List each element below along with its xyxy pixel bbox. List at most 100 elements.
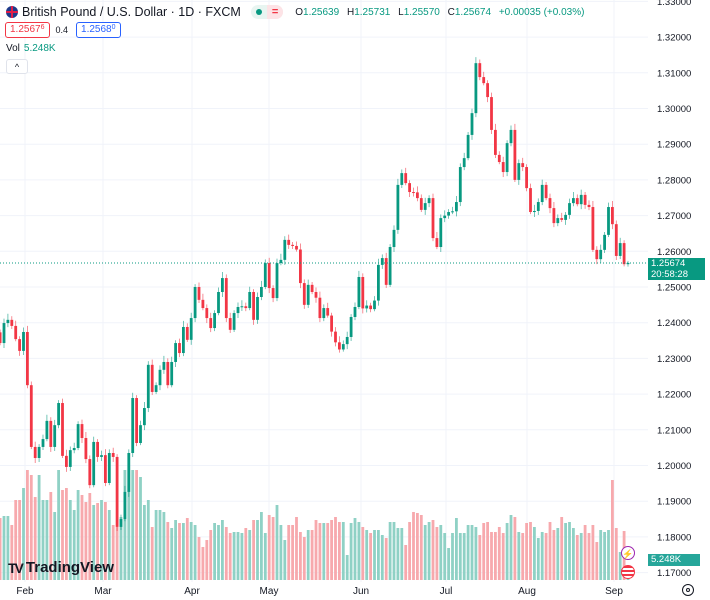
candle-body [18,339,21,351]
volume-bar [271,517,275,580]
volume-bar [162,512,166,580]
collapse-legend-button[interactable]: ^ [6,59,28,74]
candle-body [232,313,236,330]
volume-bar [587,533,591,580]
sell-button[interactable]: 1.25676 [5,22,50,38]
candle [365,300,369,313]
candle [357,270,361,310]
last-price-value: 1.25674 [651,258,686,269]
candle [587,200,591,211]
tradingview-logo[interactable]: TV TradingView [8,559,114,576]
volume-bar [256,520,259,580]
candle [579,189,583,210]
candle [466,132,470,161]
candle-body [178,343,181,354]
candle [6,313,10,328]
time-axis[interactable]: Feb Mar Apr May Jun Jul Aug Sep [16,586,623,597]
volume-bar [373,530,376,580]
candle [575,194,579,207]
candle-body [139,425,142,444]
candle-body [123,491,127,520]
volume-bar [361,527,365,580]
candle-body [552,208,556,224]
candle [65,449,68,472]
candle-body [556,218,560,224]
buy-button[interactable]: 1.25680 [76,22,121,38]
candle-body [146,364,150,409]
candle [392,225,396,253]
candle-body [244,306,248,309]
volume-bar [388,522,392,580]
time-tick-label: Jun [353,586,369,597]
gear-icon[interactable] [682,584,694,596]
volume-bar [197,537,201,580]
volume-bar [143,505,146,580]
last-price-label: 1.25674 20:58:28 [648,258,705,280]
candle-body [92,441,96,486]
candle [240,300,244,312]
candle-body [240,306,244,308]
volume-bar [349,523,353,580]
candle [501,156,505,178]
volume-bar [369,533,372,580]
symbol-title[interactable]: British Pound / U.S. Dollar · 1D · FXCM [22,5,241,19]
candle [135,395,138,447]
candle [533,204,536,218]
lightning-event-icon[interactable]: ⚡ [621,546,635,560]
volume-bar [384,538,388,580]
volume-legend[interactable]: Vol 5.248K [6,43,56,54]
ohlc-values: O1.25639 H1.25731 L1.25570 C1.25674 +0.0… [295,7,584,18]
candle [256,292,259,324]
price-tick-label: 1.32000 [657,33,691,44]
volume-bar [345,555,349,580]
price-axis[interactable]: 1.33000 1.32000 1.31000 1.30000 1.29000 1.280… [657,0,691,579]
candle-body [384,258,388,285]
candle-body [478,63,482,78]
price-tick-label: 1.18000 [657,532,691,543]
candle-body [217,291,220,314]
candle-body [37,446,41,459]
candle-body [482,77,486,84]
candle-body [76,424,80,449]
candle [14,320,18,342]
market-status[interactable]: = [250,5,284,19]
candle-body [96,441,99,457]
volume-bar [579,533,583,580]
volume-bar [408,522,411,580]
volume-bar [451,533,454,580]
candle-body [33,446,37,459]
candle [271,285,275,303]
candle-body [599,249,603,260]
volume-bar [314,520,318,580]
candle-body [326,308,330,316]
candle [295,241,298,252]
candle-body [349,316,353,337]
price-tick-label: 1.28000 [657,175,691,186]
candle-body [536,202,540,211]
candle-body [135,398,138,444]
volume-bar [525,523,528,580]
time-tick-label: May [260,586,279,597]
volume-bar [330,520,333,580]
candle [162,355,166,374]
candle-body [61,403,64,456]
volume-bar [494,532,497,580]
volume-bar [365,530,369,580]
candle-body [107,453,111,483]
volume-bar [513,517,517,580]
data-status-icon: = [266,5,284,19]
candle-body [423,203,427,210]
candle-body [111,453,115,457]
volume-bar [439,525,443,580]
volume-bar [2,516,6,580]
high-label: H [346,6,355,18]
candle-body [334,331,337,343]
candle-body [154,385,158,392]
candle-body [462,158,466,168]
candle-body [170,361,174,386]
us-economic-event-icon[interactable] [621,565,635,579]
volume-bar [427,522,431,580]
candle-body [228,318,232,330]
logo-text: TradingView [25,559,114,576]
